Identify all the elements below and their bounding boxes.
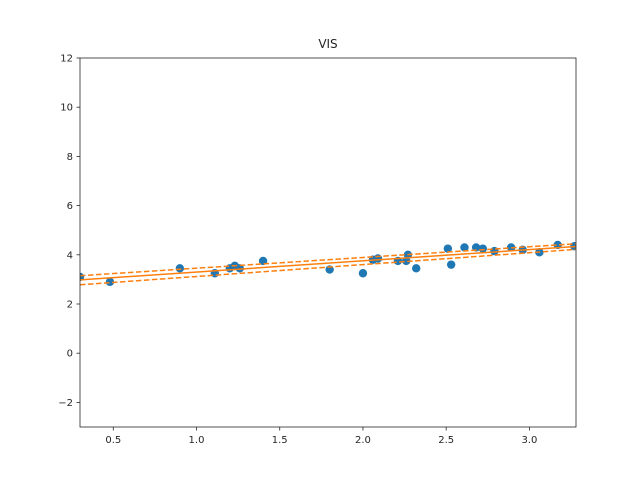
data-point bbox=[105, 277, 115, 287]
data-point bbox=[471, 243, 481, 252]
y-tick-label: 8 bbox=[67, 152, 73, 163]
x-tick-label: 2.0 bbox=[355, 435, 371, 446]
fit-upper-bound-line bbox=[80, 242, 576, 277]
data-point bbox=[235, 264, 244, 273]
data-point bbox=[443, 244, 453, 253]
data-point bbox=[478, 244, 487, 253]
y-tick-label: −2 bbox=[58, 398, 73, 409]
x-tick-label: 1.5 bbox=[272, 435, 288, 446]
x-axis: 0.5 1.0 1.5 2.0 2.5 3.0 bbox=[105, 427, 537, 446]
y-tick-label: 2 bbox=[67, 300, 73, 311]
x-tick-label: 0.5 bbox=[105, 435, 121, 446]
chart-title: VIS bbox=[318, 37, 337, 51]
x-tick-label: 3.0 bbox=[521, 435, 537, 446]
data-point bbox=[358, 269, 368, 278]
plot-frame bbox=[79, 57, 577, 428]
y-tick-label: 12 bbox=[60, 54, 73, 65]
x-tick-label: 1.0 bbox=[189, 435, 205, 446]
y-axis: −2 0 2 4 6 8 10 12 bbox=[58, 54, 80, 409]
y-tick-label: 0 bbox=[67, 349, 73, 360]
data-point bbox=[175, 264, 185, 273]
data-point bbox=[373, 254, 383, 263]
data-point bbox=[412, 264, 421, 273]
fit-line bbox=[80, 245, 576, 281]
x-tick-label: 2.5 bbox=[438, 435, 454, 446]
fit-lower-bound-line bbox=[80, 248, 576, 286]
y-tick-label: 4 bbox=[67, 250, 73, 261]
y-tick-label: 6 bbox=[67, 201, 73, 212]
plot-area bbox=[80, 240, 576, 287]
y-tick-label: 10 bbox=[60, 103, 73, 114]
data-point bbox=[460, 243, 469, 252]
data-point bbox=[446, 260, 456, 269]
plot-marks bbox=[80, 240, 576, 287]
